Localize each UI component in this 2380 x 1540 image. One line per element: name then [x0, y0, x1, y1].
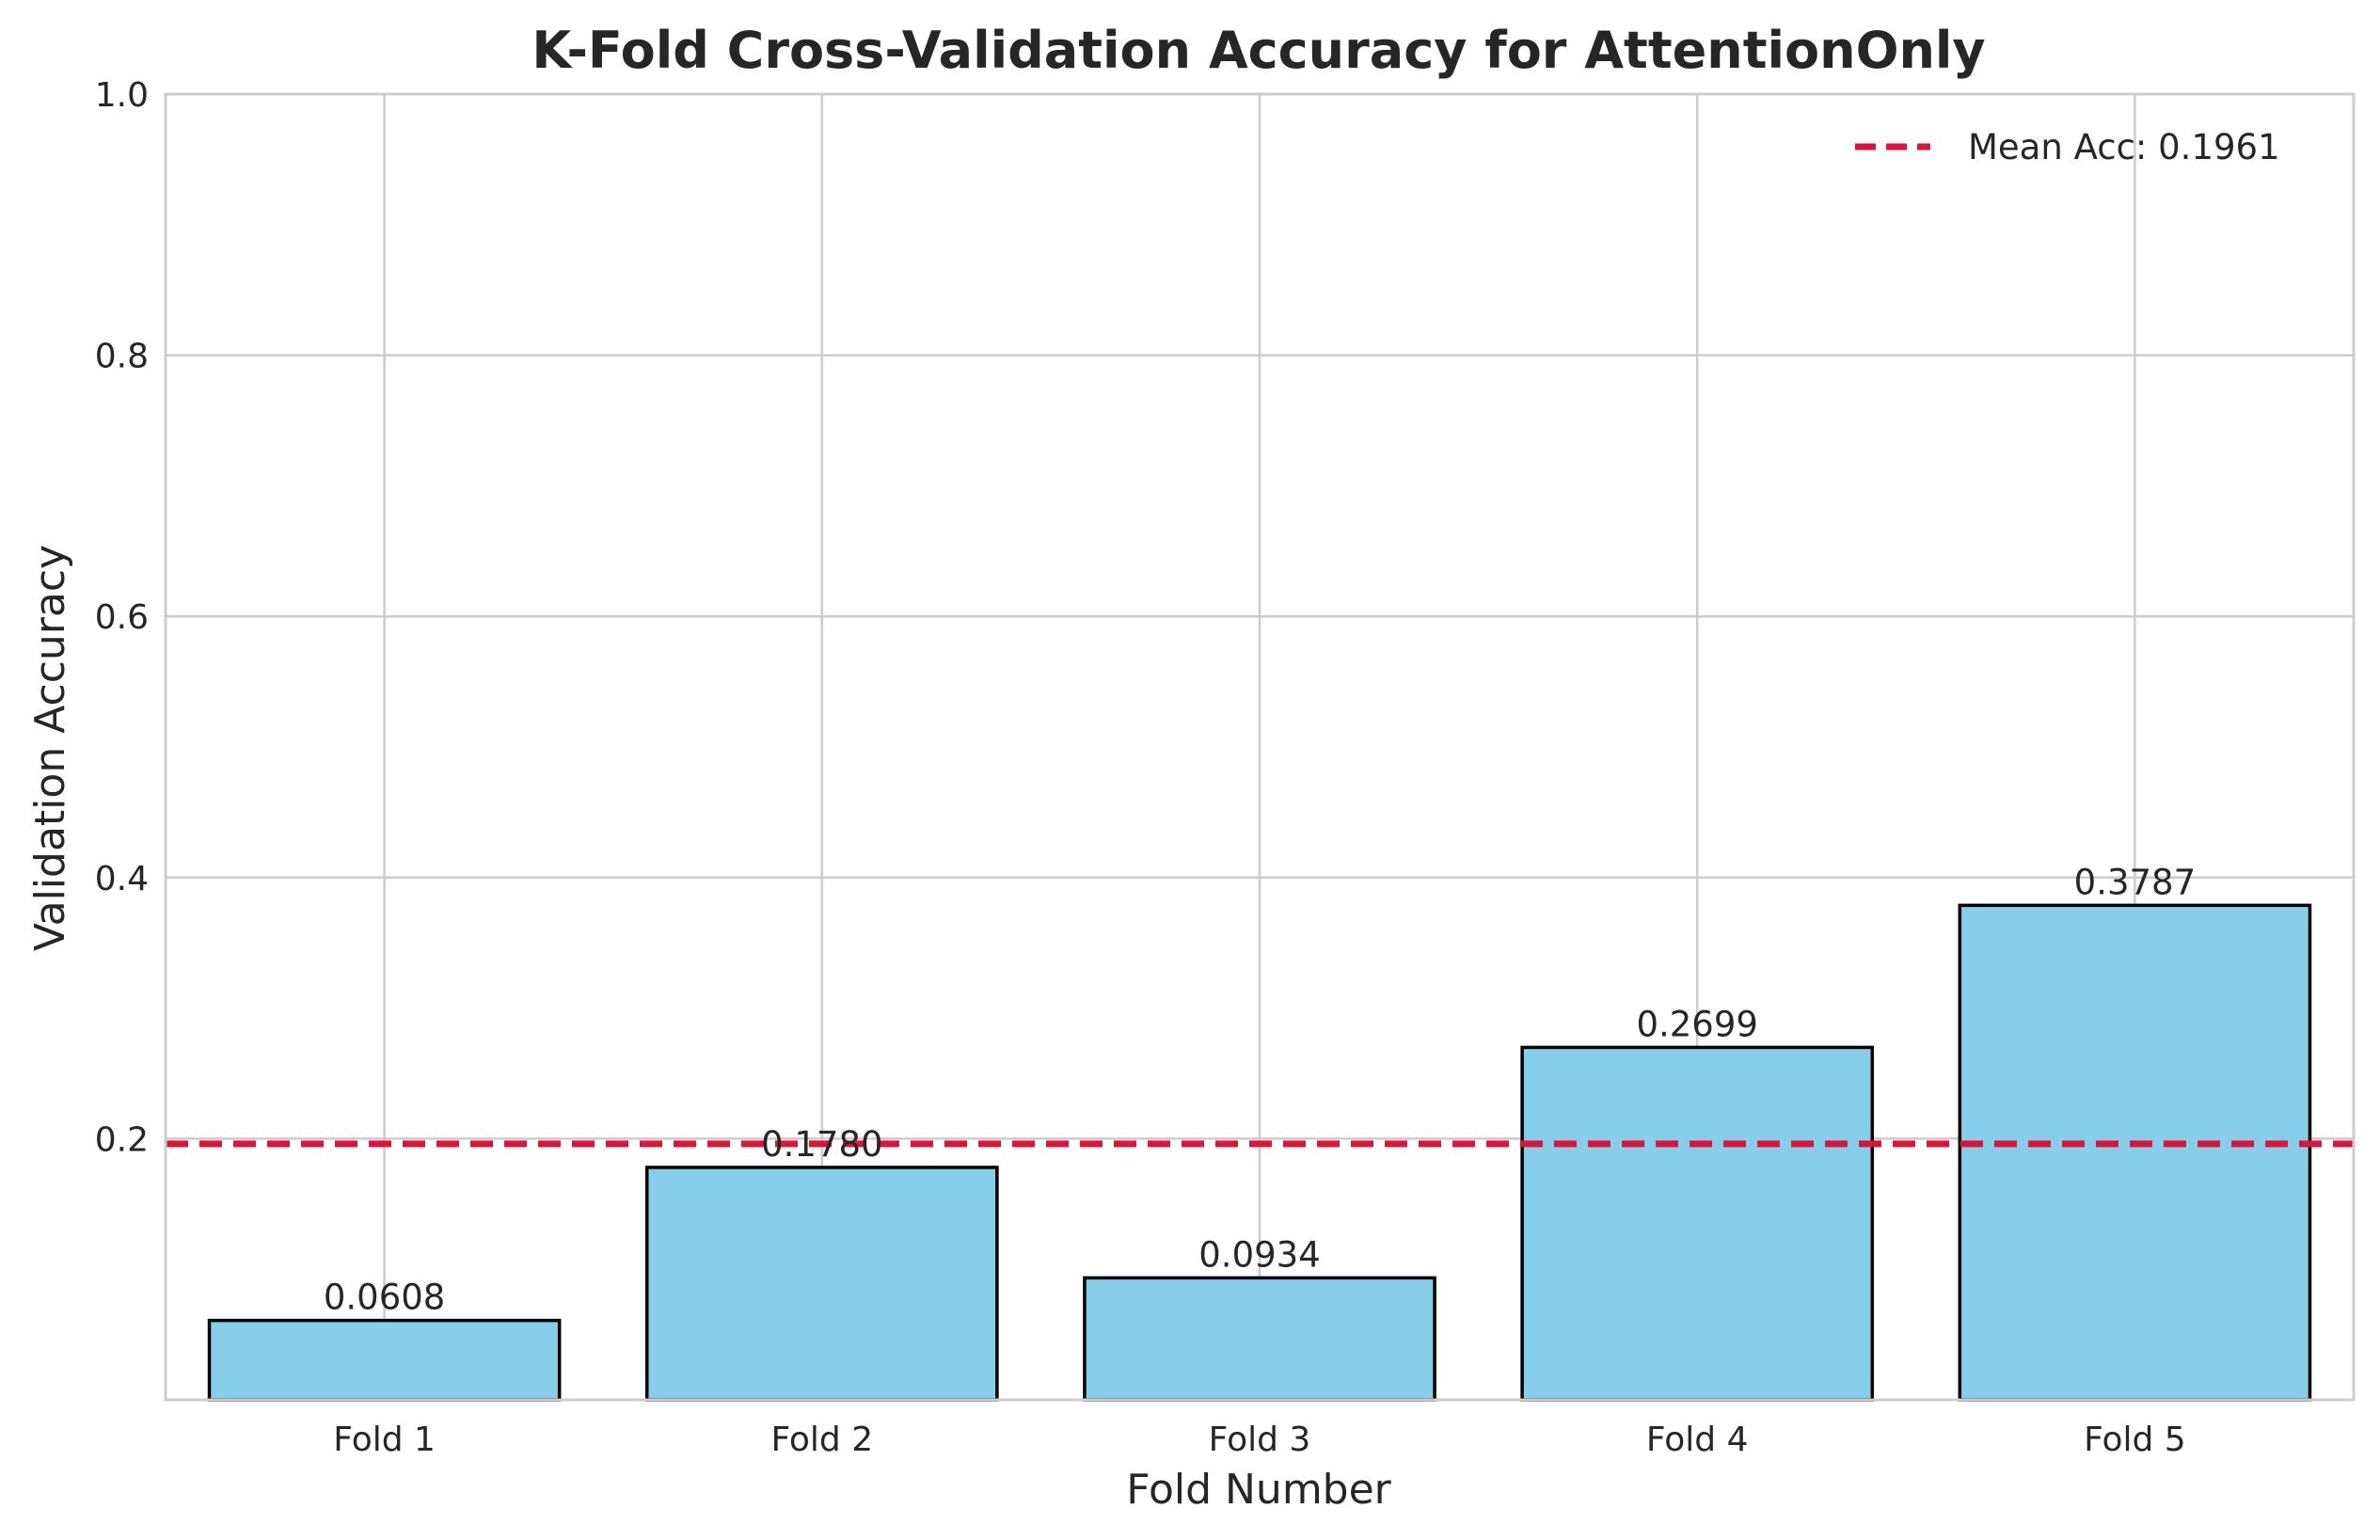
data-label-fold-5: 0.3787: [2074, 862, 2196, 902]
bar-fold-5: [1958, 903, 2312, 1402]
bars: [207, 903, 2312, 1402]
y-tick-label: 0.2: [95, 1120, 149, 1159]
legend: Mean Acc: 0.1961: [1855, 127, 2280, 167]
x-axis-label: Fold Number: [1126, 1466, 1391, 1514]
bar-fold-4: [1520, 1045, 1875, 1402]
y-tick-label: 0.8: [95, 338, 149, 376]
chart-title: K-Fold Cross-Validation Accuracy for Att…: [532, 21, 1985, 80]
data-label-fold-2: 0.1780: [761, 1124, 882, 1165]
y-tick-label: 1.0: [95, 76, 149, 115]
bar-fold-3: [1083, 1276, 1436, 1402]
y-tick-label: 0.6: [95, 598, 149, 637]
y-tick-label: 0.4: [95, 860, 149, 898]
y-axis-label: Validation Accuracy: [26, 545, 74, 951]
data-label-fold-4: 0.2699: [1636, 1004, 1757, 1044]
tick-labels: 0.2 0.4 0.6 0.8 1.0 Fold 1 Fold 2 Fold 3 Fold 4 F…: [95, 76, 2186, 1459]
x-tick-label: Fold 2: [770, 1421, 873, 1459]
x-tick-label: Fold 1: [333, 1421, 436, 1459]
bar-fold-1: [207, 1318, 562, 1402]
x-tick-label: Fold 3: [1209, 1421, 1311, 1459]
legend-label-mean: Mean Acc: 0.1961: [1968, 127, 2280, 167]
data-label-fold-1: 0.0608: [324, 1278, 445, 1318]
x-tick-label: Fold 5: [2084, 1421, 2186, 1459]
x-tick-label: Fold 4: [1646, 1421, 1749, 1459]
bar-fold-2: [644, 1166, 999, 1402]
data-label-fold-3: 0.0934: [1198, 1234, 1320, 1275]
data-labels: 0.0608 0.1780 0.0934 0.2699 0.3787: [324, 862, 2196, 1317]
plot-frame: [164, 92, 2356, 1402]
